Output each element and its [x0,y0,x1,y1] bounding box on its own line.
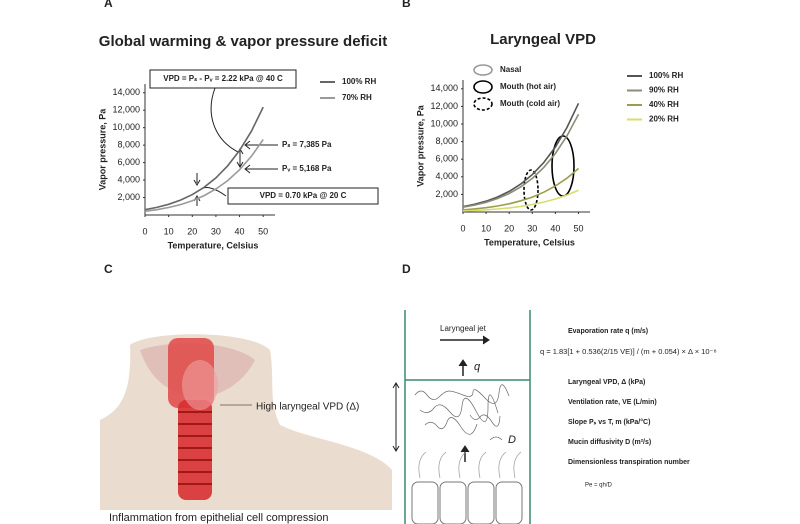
y-axis-label: Vapor pressure, Pa [97,108,107,191]
jet-label: Laryngeal jet [440,324,487,333]
y-tick-label: 12,000 [430,101,458,111]
legend-label: 90% RH [649,86,679,95]
parameter: Ventilation rate, VE (L/min) [568,399,657,406]
legend-label: 70% RH [342,93,372,102]
parameter: Laryngeal VPD, Δ (kPa) [568,379,645,386]
x-axis-label: Temperature, Celsius [168,240,259,250]
x-tick-label: 40 [550,223,560,233]
y-tick-label: 8,000 [117,140,140,150]
line [144,106,264,211]
x-tick-label: 40 [235,226,245,236]
annotation-arrows [149,69,379,206]
parameter: Slope Pₛ vs T, m (kPa/°C) [568,418,650,426]
chart-title: Global warming & vapor pressure deficit [99,33,387,50]
y-tick-label: 6,000 [435,154,458,164]
annotation: VPD = Pₛ - Pᵥ = 2.22 kPa @ 40 C [163,74,283,83]
chart-title: Laryngeal VPD [490,31,596,48]
x-tick-label: 0 [460,223,465,233]
formula: Pe = qh/D [585,483,613,489]
x-tick-label: 30 [527,223,537,233]
annotation: Pᵥ = 5,168 Pa [282,164,332,173]
line [462,102,580,208]
x-tick-label: 20 [187,226,197,236]
x-tick-label: 10 [481,223,491,233]
x-tick-label: 20 [504,223,514,233]
y-tick-label: 12,000 [112,105,140,115]
caption: Inflammation from epithelial cell compre… [109,512,328,524]
y-tick-label: 10,000 [112,122,140,132]
legend-label: 40% RH [649,100,679,109]
panel-label: C [104,262,113,276]
legend-label: Mouth (cold air) [500,99,560,108]
callout: High laryngeal VPD (Δ) [256,402,359,413]
neck-illustration [100,334,392,510]
x-tick-label: 10 [164,226,174,236]
annotation: Pₛ = 7,385 Pa [282,140,332,149]
symbol: D [508,434,516,446]
line [462,113,580,208]
panel-label: A [104,0,113,10]
line [462,167,580,211]
y-tick-label: 10,000 [430,118,458,128]
x-tick-label: 30 [211,226,221,236]
y-tick-label: 8,000 [435,136,458,146]
y-tick-label: 4,000 [117,174,140,184]
parameter: Mucin diffusivity D (m²/s) [568,439,651,446]
y-tick-label: 2,000 [435,189,458,199]
y-tick-label: 2,000 [117,192,140,202]
airway-diagram [392,310,531,524]
parameter: Evaporation rate q (m/s) [568,328,648,335]
y-tick-label: 6,000 [117,157,140,167]
x-axis-label: Temperature, Celsius [484,237,575,247]
annotation: VPD = 0.70 kPa @ 20 C [260,191,347,200]
y-tick-label: 4,000 [435,171,458,181]
x-tick-label: 50 [258,226,268,236]
legend-label: Nasal [500,65,521,74]
legend-label: 100% RH [342,77,376,86]
legend-label: 20% RH [649,115,679,124]
panel-label: D [402,262,411,276]
line [144,139,264,213]
y-tick-label: 14,000 [112,87,140,97]
symbol: q [474,361,481,373]
legend-label: 100% RH [649,71,683,80]
y-axis-label: Vapor pressure, Pa [415,104,425,187]
line [462,189,579,212]
x-tick-label: 50 [573,223,583,233]
panel-label: B [402,0,411,10]
x-tick-label: 0 [142,226,147,236]
formula: q = 1.83[1 + 0.536(2/15 VE)] / (m + 0.05… [540,347,717,356]
y-tick-label: 14,000 [430,83,458,93]
parameter: Dimensionless transpiration number [568,459,690,466]
legend-label: Mouth (hot air) [500,82,556,91]
